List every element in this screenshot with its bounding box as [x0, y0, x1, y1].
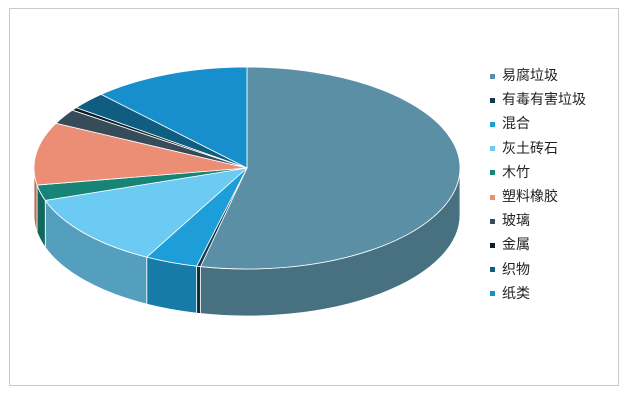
legend-item: 灰土砖石	[490, 137, 620, 161]
legend-item: 混合	[490, 112, 620, 136]
pie-slice-灰土砖石	[44, 167, 249, 258]
legend-swatch	[490, 291, 495, 297]
legend-label: 织物	[502, 261, 530, 278]
legend-label: 纸类	[502, 285, 530, 302]
legend-label: 易腐垃圾	[502, 68, 558, 85]
legend-label: 木竹	[502, 164, 530, 181]
legend-swatch	[490, 121, 495, 127]
legend-item: 塑料橡胶	[490, 185, 620, 209]
legend-item: 金属	[490, 233, 620, 257]
legend-swatch	[490, 194, 495, 200]
pie-slice-易腐垃圾	[199, 66, 461, 270]
legend-item: 易腐垃圾	[490, 64, 620, 88]
legend-swatch	[490, 73, 495, 79]
legend-item: 木竹	[490, 161, 620, 185]
legend-item: 织物	[490, 258, 620, 282]
pie-side-有毒有害垃圾	[196, 265, 201, 315]
legend-label: 塑料橡胶	[502, 189, 558, 206]
legend-label: 混合	[502, 116, 530, 133]
legend-item: 有毒有害垃圾	[490, 88, 620, 112]
pie-slice-塑料橡胶	[33, 122, 248, 186]
legend-label: 玻璃	[502, 213, 530, 230]
legend-swatch	[490, 97, 495, 103]
legend-swatch	[490, 146, 495, 152]
legend-label: 有毒有害垃圾	[502, 92, 586, 109]
pie-slice-纸类	[100, 66, 248, 169]
legend-swatch	[490, 267, 495, 273]
chart-legend: 易腐垃圾有毒有害垃圾 混合灰土砖石木竹塑料橡胶玻璃金属织物纸类	[490, 64, 620, 306]
legend-item: 玻璃	[490, 209, 620, 233]
legend-label: 金属	[502, 237, 530, 254]
legend-swatch	[490, 170, 495, 176]
legend-swatch	[490, 218, 495, 224]
legend-item: 纸类	[490, 282, 620, 306]
pie-top-faces	[33, 66, 461, 270]
legend-swatch	[490, 242, 495, 248]
pie-slices	[33, 66, 461, 317]
legend-label: 灰土砖石	[502, 140, 558, 157]
